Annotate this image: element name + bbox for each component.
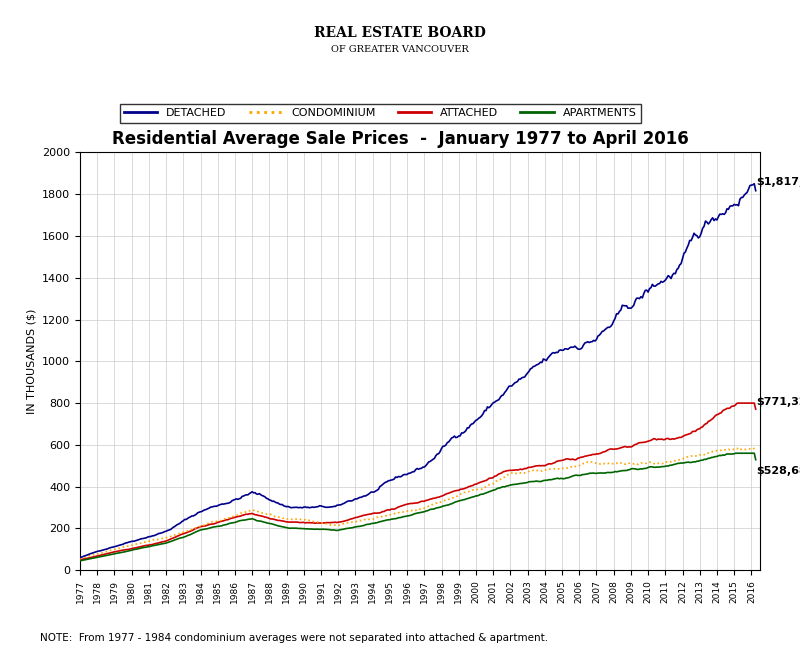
Text: REAL ESTATE BOARD: REAL ESTATE BOARD — [314, 26, 486, 40]
Legend: DETACHED, CONDOMINIUM, ATTACHED, APARTMENTS: DETACHED, CONDOMINIUM, ATTACHED, APARTME… — [119, 103, 641, 123]
Text: $528,685: $528,685 — [757, 466, 800, 476]
Text: Residential Average Sale Prices  -  January 1977 to April 2016: Residential Average Sale Prices - Januar… — [112, 130, 688, 149]
Text: $771,321: $771,321 — [757, 397, 800, 407]
Y-axis label: IN THOUSANDS ($): IN THOUSANDS ($) — [26, 309, 37, 414]
Text: NOTE:  From 1977 - 1984 condominium averages were not separated into attached & : NOTE: From 1977 - 1984 condominium avera… — [40, 633, 548, 643]
Text: OF GREATER VANCOUVER: OF GREATER VANCOUVER — [331, 45, 469, 54]
Text: $1,817,027: $1,817,027 — [757, 176, 800, 186]
